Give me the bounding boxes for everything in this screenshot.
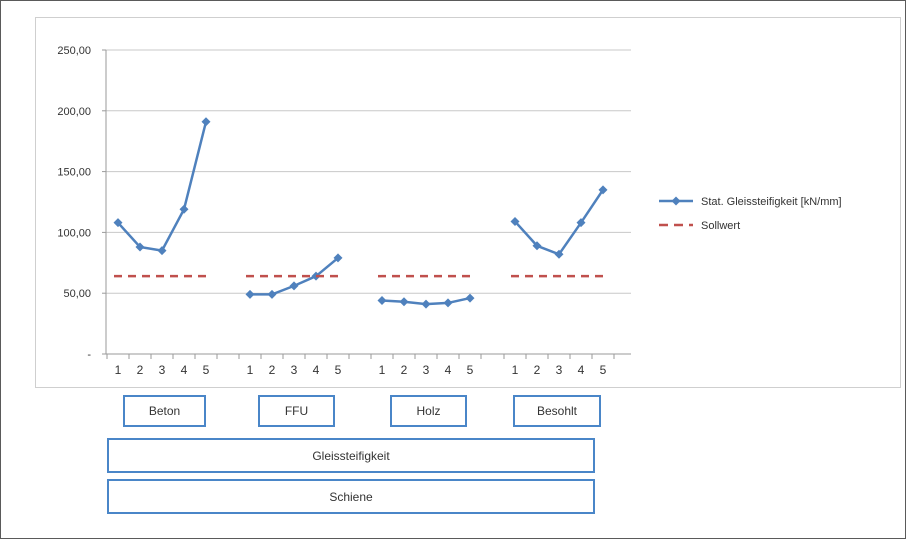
y-tick-label: 100,00 bbox=[57, 227, 91, 239]
data-point bbox=[267, 289, 277, 299]
x-tick-label: 1 bbox=[115, 363, 122, 377]
data-point bbox=[113, 218, 123, 228]
data-point bbox=[201, 117, 211, 127]
y-tick-label: 200,00 bbox=[57, 106, 91, 118]
chart-frame bbox=[35, 17, 901, 388]
x-tick-label: 2 bbox=[137, 363, 144, 377]
category-box-label: Schiene bbox=[329, 489, 373, 504]
data-point bbox=[421, 299, 431, 309]
x-tick-label: 4 bbox=[578, 363, 585, 377]
legend-label: Sollwert bbox=[701, 220, 740, 232]
series-line bbox=[117, 121, 208, 253]
y-tick-label: - bbox=[87, 349, 91, 361]
y-tick-label: 250,00 bbox=[57, 45, 91, 57]
legend-label: Stat. Gleissteifigkeit [kN/mm] bbox=[701, 196, 842, 208]
group-box-label: FFU bbox=[284, 404, 309, 418]
x-tick-label: 4 bbox=[181, 363, 188, 377]
x-tick-label: 5 bbox=[600, 363, 607, 377]
category-box-gleissteifigkeit: Gleissteifigkeit bbox=[107, 438, 595, 473]
data-point bbox=[377, 295, 387, 305]
x-tick-label: 5 bbox=[335, 363, 342, 377]
data-point bbox=[443, 298, 453, 308]
data-point bbox=[179, 204, 189, 214]
data-point bbox=[157, 246, 167, 256]
data-point bbox=[554, 249, 564, 259]
data-point bbox=[576, 218, 586, 228]
data-point bbox=[598, 185, 608, 195]
group-box-holz: Holz bbox=[390, 395, 467, 427]
x-tick-label: 4 bbox=[313, 363, 320, 377]
data-point bbox=[135, 242, 145, 252]
category-box-label: Gleissteifigkeit bbox=[312, 448, 390, 463]
data-point bbox=[333, 253, 343, 263]
data-point bbox=[465, 293, 475, 303]
group-box-ffu: FFU bbox=[258, 395, 335, 427]
series-line bbox=[514, 189, 605, 256]
data-point bbox=[510, 216, 520, 226]
x-tick-label: 4 bbox=[445, 363, 452, 377]
x-tick-label: 5 bbox=[467, 363, 474, 377]
x-tick-label: 3 bbox=[556, 363, 563, 377]
group-box-label: Holz bbox=[416, 404, 441, 418]
x-tick-label: 1 bbox=[379, 363, 386, 377]
y-tick-label: 150,00 bbox=[57, 167, 91, 179]
x-tick-label: 5 bbox=[203, 363, 210, 377]
x-tick-label: 3 bbox=[159, 363, 166, 377]
x-tick-label: 2 bbox=[534, 363, 541, 377]
legend-swatch-marker bbox=[671, 196, 681, 206]
x-tick-label: 2 bbox=[269, 363, 276, 377]
data-point bbox=[245, 289, 255, 299]
data-point bbox=[399, 297, 409, 307]
x-tick-label: 3 bbox=[423, 363, 430, 377]
group-box-label: Besohlt bbox=[536, 404, 578, 418]
group-box-beton: Beton bbox=[123, 395, 206, 427]
y-tick-label: 50,00 bbox=[63, 288, 91, 300]
x-tick-label: 1 bbox=[247, 363, 254, 377]
data-point bbox=[289, 281, 299, 291]
x-tick-label: 2 bbox=[401, 363, 408, 377]
group-box-label: Beton bbox=[148, 404, 181, 418]
group-box-besohlt: Besohlt bbox=[513, 395, 601, 427]
x-tick-label: 3 bbox=[291, 363, 298, 377]
category-box-schiene: Schiene bbox=[107, 479, 595, 514]
data-point bbox=[532, 241, 542, 251]
x-tick-label: 1 bbox=[512, 363, 519, 377]
